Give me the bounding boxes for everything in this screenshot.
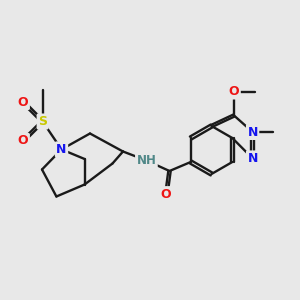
Text: N: N — [56, 143, 67, 156]
Text: N: N — [248, 125, 258, 139]
Text: NH: NH — [136, 154, 156, 167]
Text: O: O — [18, 95, 28, 109]
Text: O: O — [160, 188, 171, 201]
Text: N: N — [248, 152, 258, 165]
Text: O: O — [18, 134, 28, 148]
Text: O: O — [229, 85, 239, 98]
Text: S: S — [38, 115, 47, 128]
